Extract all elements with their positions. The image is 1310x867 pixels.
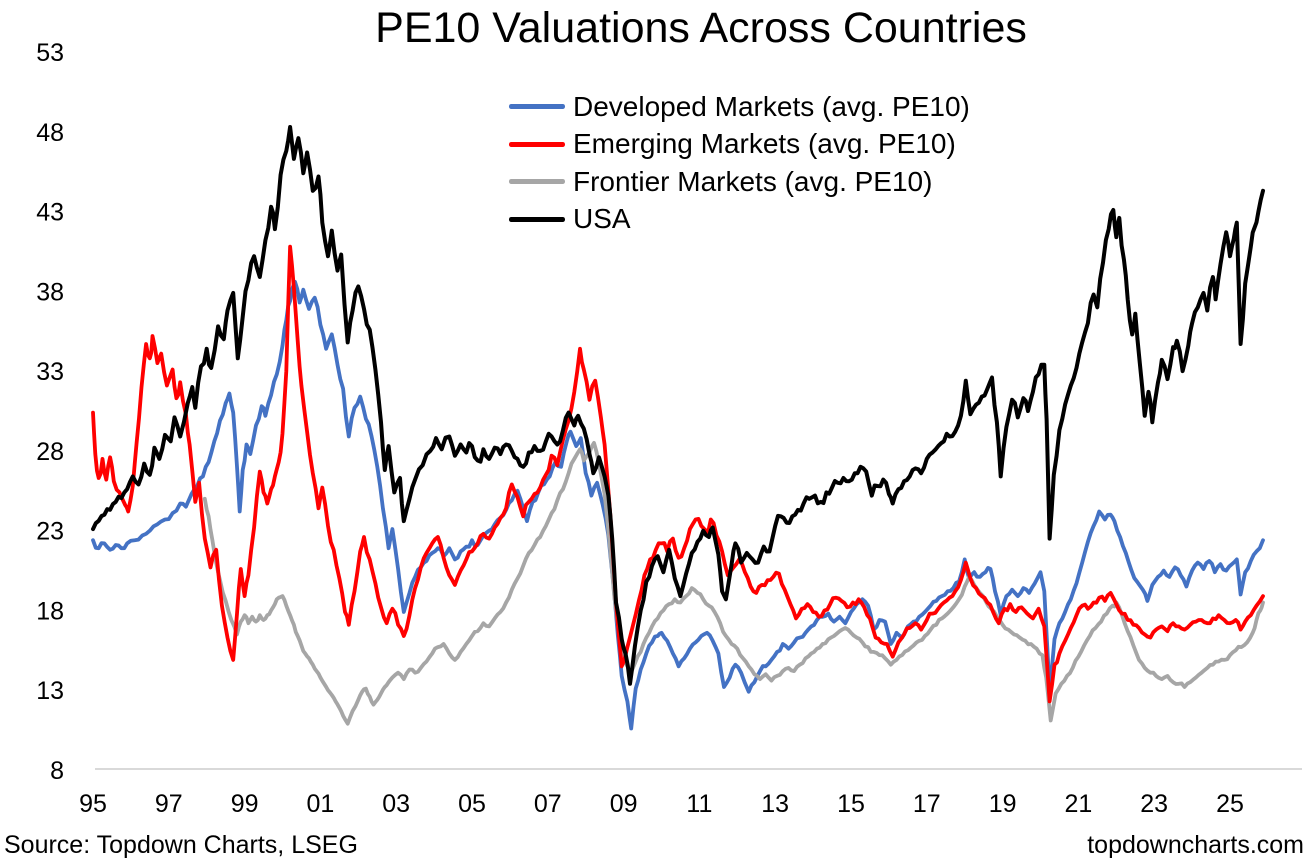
legend: Developed Markets (avg. PE10) Emerging Ma… — [509, 88, 970, 238]
legend-label-frontier-markets: Frontier Markets (avg. PE10) — [573, 165, 933, 197]
legend-label-developed-markets: Developed Markets (avg. PE10) — [573, 90, 970, 122]
x-axis-label: 97 — [155, 790, 183, 818]
y-axis-label: 43 — [36, 199, 64, 227]
legend-line-swatch-developed-markets — [509, 104, 565, 110]
legend-item-usa: USA — [509, 201, 970, 239]
y-axis-label: 53 — [36, 39, 64, 67]
x-axis-label: 01 — [306, 790, 334, 818]
y-axis-label: 18 — [36, 597, 64, 625]
x-axis-label: 99 — [231, 790, 259, 818]
y-axis-label: 28 — [36, 438, 64, 466]
website-note: topdowncharts.com — [1087, 831, 1304, 859]
series-line-developed-markets — [91, 279, 1265, 731]
y-axis-label: 33 — [36, 358, 64, 386]
x-axis-label: 21 — [1064, 790, 1092, 818]
series-line-emerging-markets — [91, 244, 1265, 704]
x-axis-label: 17 — [913, 790, 941, 818]
y-axis-label: 8 — [50, 757, 64, 785]
x-axis-label: 13 — [761, 790, 789, 818]
y-axis-label: 48 — [36, 119, 64, 147]
x-axis-label: 07 — [534, 790, 562, 818]
x-axis-label: 95 — [79, 790, 107, 818]
x-axis-label: 03 — [382, 790, 410, 818]
y-axis-label: 23 — [36, 518, 64, 546]
x-axis-label: 23 — [1140, 790, 1168, 818]
x-axis-label: 25 — [1216, 790, 1244, 818]
legend-line-swatch-emerging-markets — [509, 141, 565, 147]
y-axis-label: 38 — [36, 278, 64, 306]
y-axis-label: 13 — [36, 677, 64, 705]
legend-label-emerging-markets: Emerging Markets (avg. PE10) — [573, 128, 956, 160]
legend-line-swatch-frontier-markets — [509, 179, 565, 185]
x-axis-label: 15 — [837, 790, 865, 818]
x-axis-label: 05 — [458, 790, 486, 818]
x-axis-label: 09 — [610, 790, 638, 818]
legend-label-usa: USA — [573, 203, 631, 235]
legend-item-frontier-markets: Frontier Markets (avg. PE10) — [509, 163, 970, 201]
x-axis-label: 19 — [989, 790, 1017, 818]
series-line-usa — [91, 125, 1265, 686]
x-axis-label: 11 — [686, 790, 712, 818]
legend-item-developed-markets: Developed Markets (avg. PE10) — [509, 88, 970, 126]
series-line-frontier-markets — [202, 441, 1265, 726]
source-note: Source: Topdown Charts, LSEG — [4, 831, 358, 859]
legend-line-swatch-usa — [509, 216, 565, 222]
legend-item-emerging-markets: Emerging Markets (avg. PE10) — [509, 126, 970, 164]
chart-title: PE10 Valuations Across Countries — [375, 4, 1027, 52]
